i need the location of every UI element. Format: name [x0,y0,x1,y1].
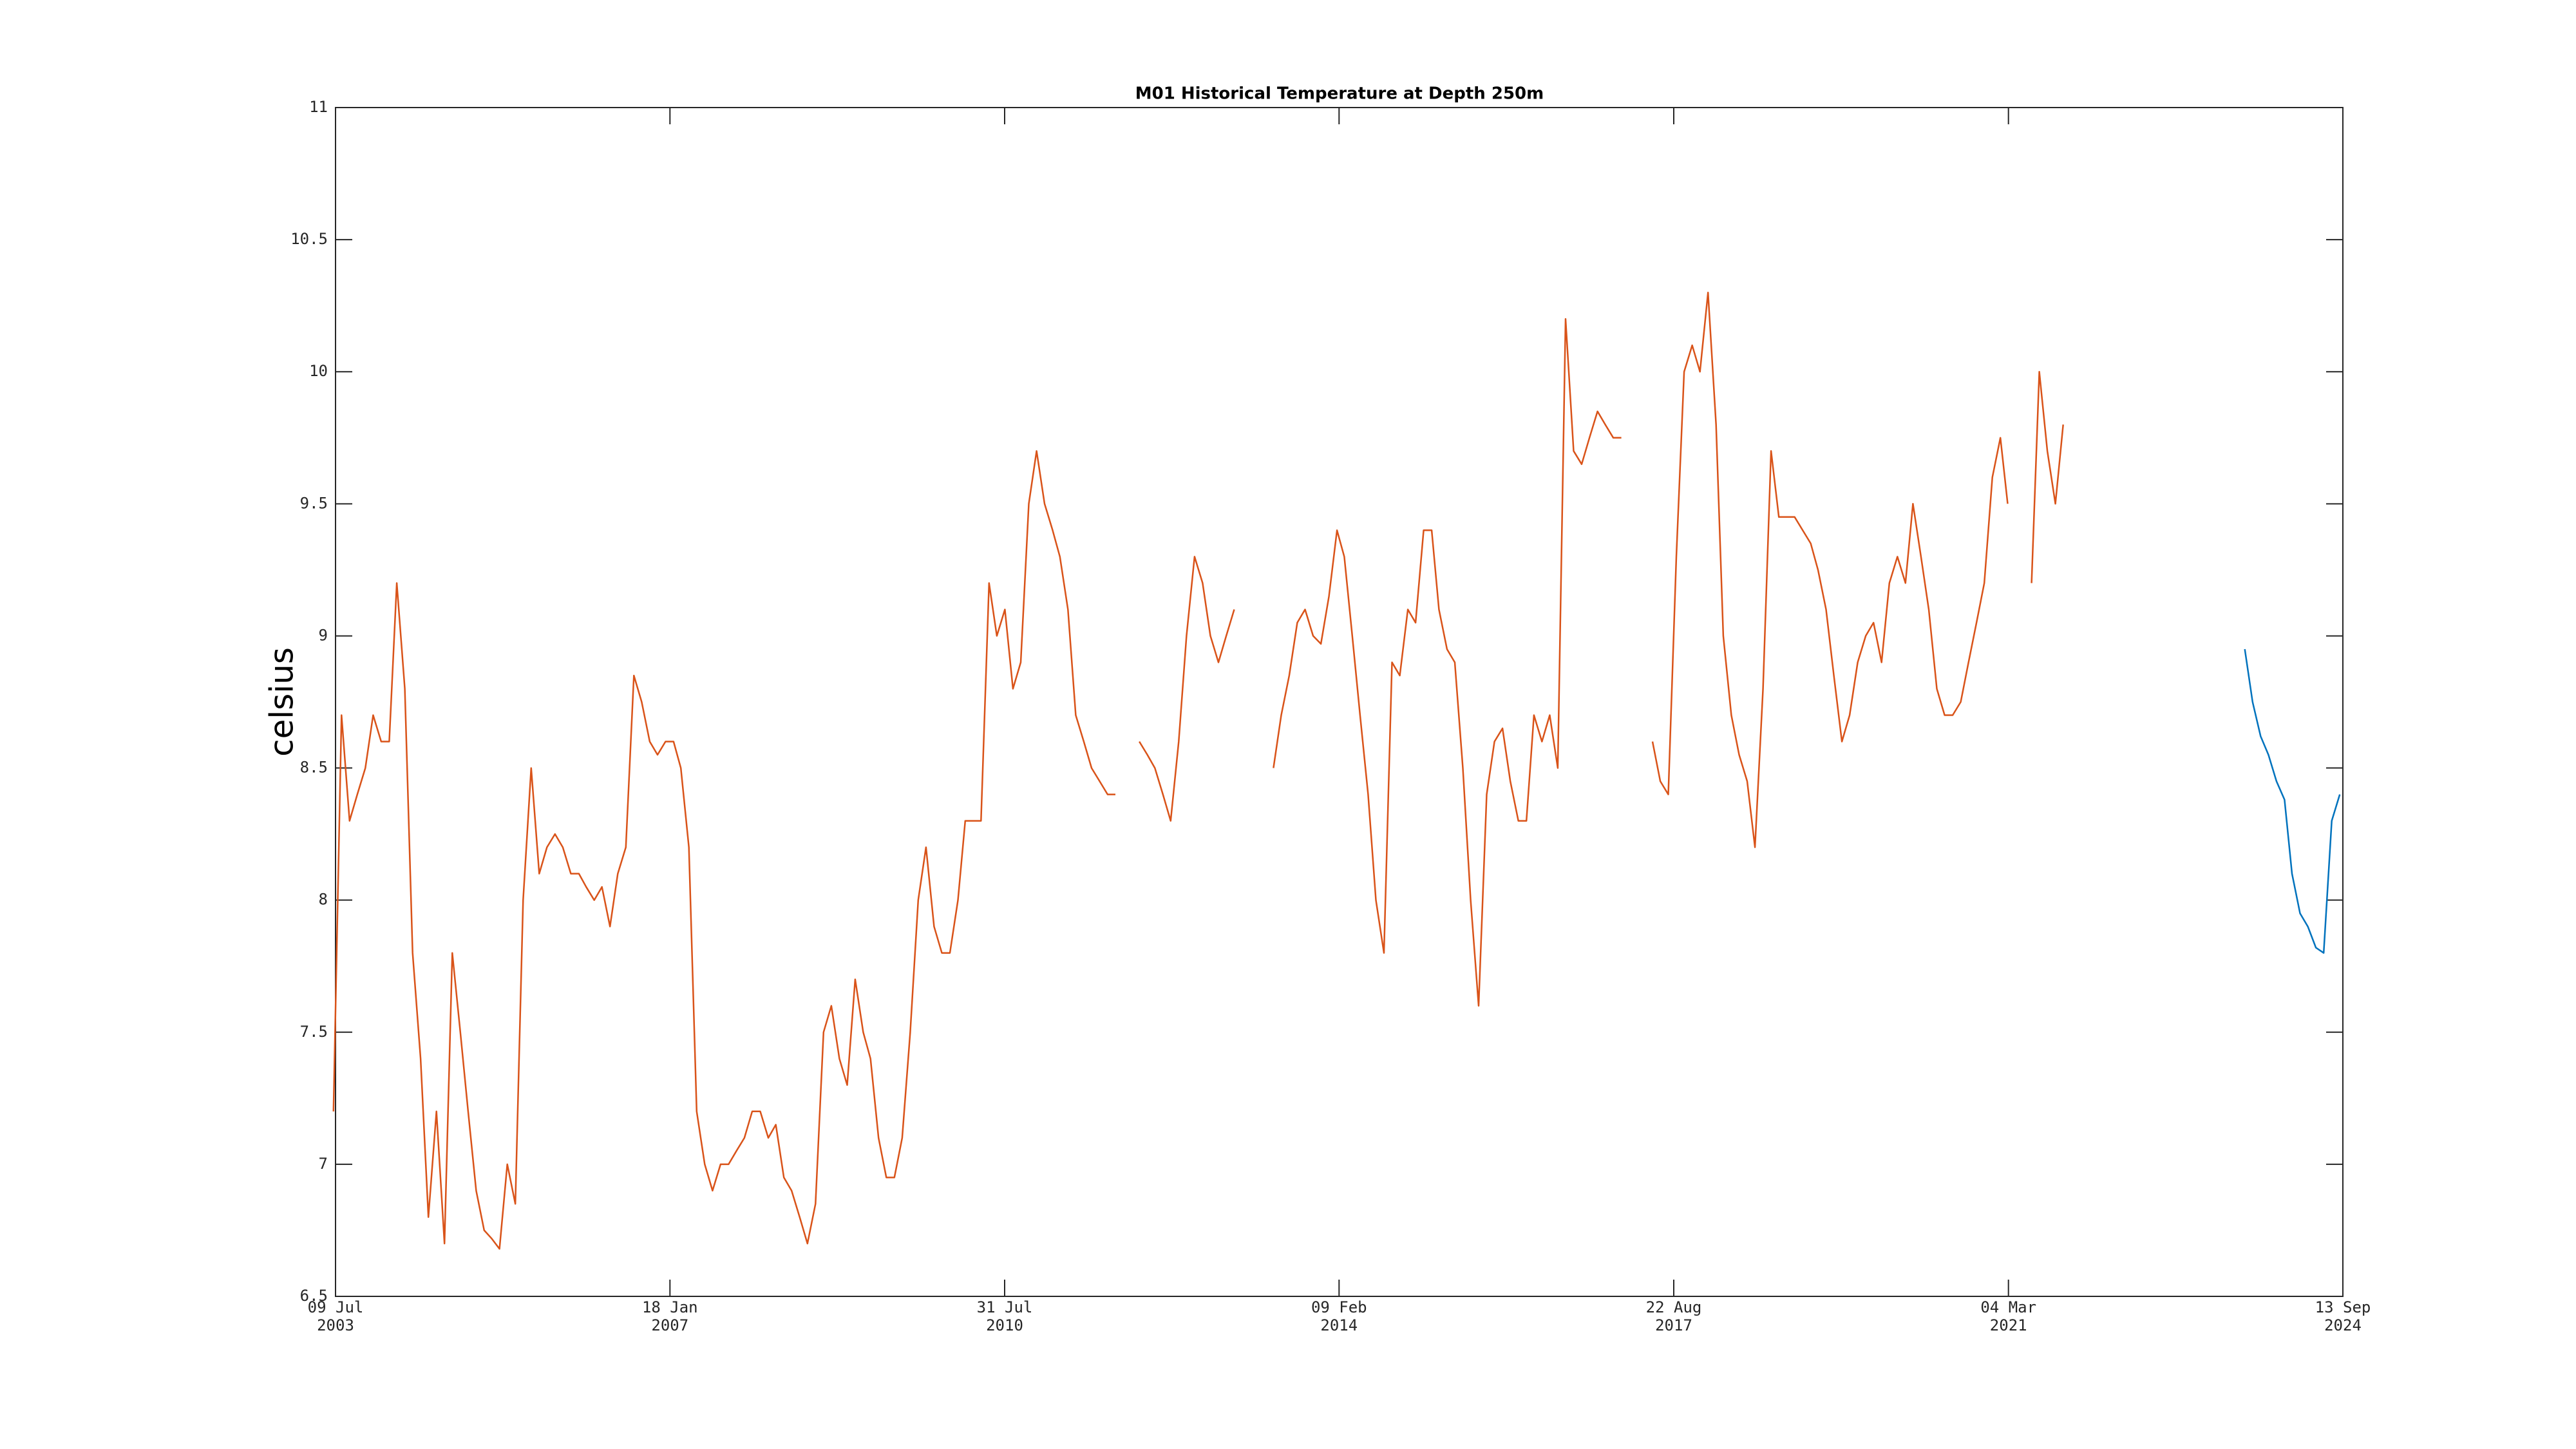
series-line [2244,649,2341,954]
x-tick-label: 18 Jan [642,1298,698,1316]
x-tick-label: 2007 [651,1316,688,1334]
x-tick-label: 22 Aug [1646,1298,1702,1316]
x-tick-label: 2017 [1655,1316,1692,1334]
y-tick-label: 9 [319,626,328,644]
y-tick-label: 7 [319,1155,328,1173]
x-tick-label: 2024 [2324,1316,2362,1334]
series-line [332,291,2064,1250]
y-tick-label: 8 [319,891,328,909]
x-tick-label: 2021 [1990,1316,2027,1334]
y-tick-label: 7.5 [300,1023,328,1041]
x-tick-label: 2010 [986,1316,1023,1334]
x-tick-label: 2014 [1320,1316,1358,1334]
y-tick-label: 11 [309,98,328,116]
y-tick-label: 10 [309,362,328,380]
y-tick-label: 10.5 [290,230,328,248]
y-axis-label: celsius [263,647,301,757]
x-tick-label: 04 Mar [1980,1298,2036,1316]
y-tick-label: 6.5 [300,1287,328,1305]
y-tick-label: 8.5 [300,759,328,777]
x-tick-label: 2003 [317,1316,354,1334]
x-tick-label: 09 Jul [308,1298,364,1316]
y-tick-label: 9.5 [300,494,328,512]
x-tick-label: 09 Feb [1311,1298,1367,1316]
x-tick-label: 13 Sep [2315,1298,2371,1316]
x-tick-label: 31 Jul [977,1298,1033,1316]
chart-title: M01 Historical Temperature at Depth 250m [1135,84,1544,104]
